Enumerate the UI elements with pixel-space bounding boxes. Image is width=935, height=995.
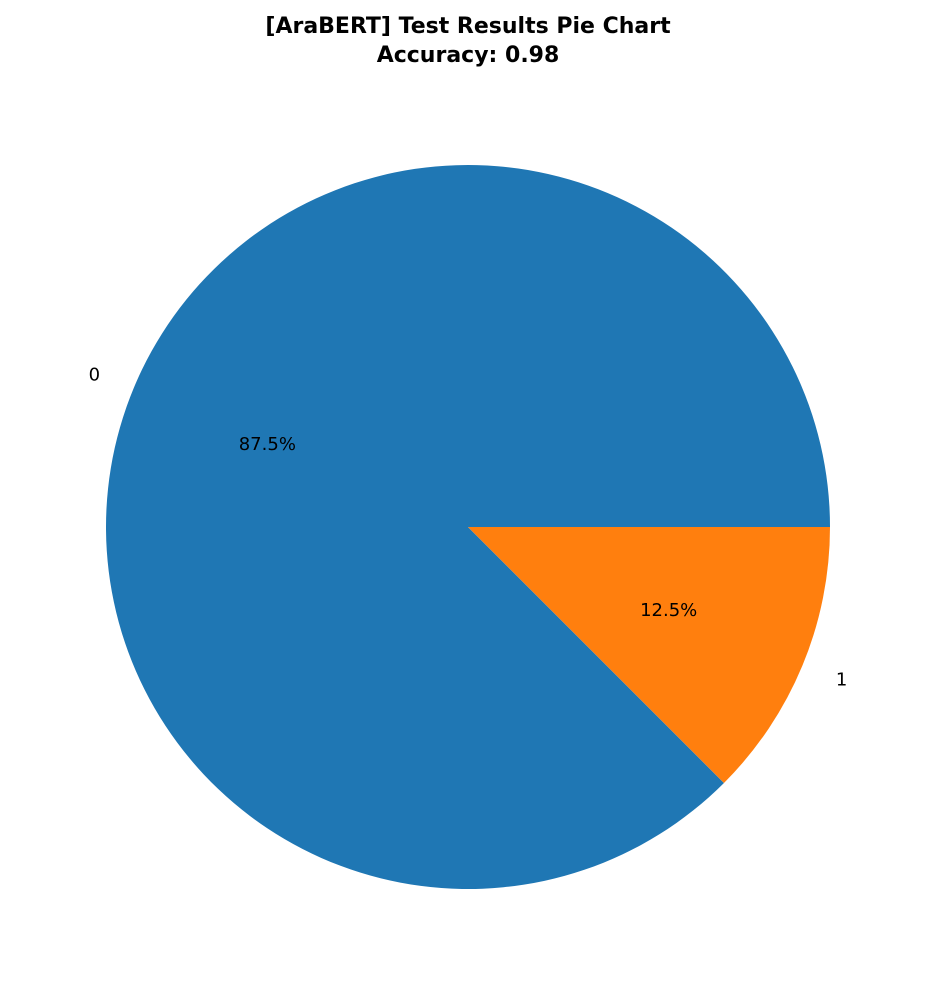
pie-labels: 0 87.5% 1 12.5% — [89, 365, 848, 691]
slice-label-1: 1 — [836, 669, 847, 690]
pct-label-0: 87.5% — [239, 434, 296, 455]
chart-subtitle: Accuracy: 0.98 — [377, 43, 560, 68]
slice-label-0: 0 — [89, 365, 100, 386]
pct-label-1: 12.5% — [640, 600, 697, 621]
pie-slice-0 — [106, 165, 831, 890]
pie-slices — [106, 165, 831, 890]
chart-title: [AraBERT] Test Results Pie Chart — [265, 14, 671, 39]
pie-slice-1 — [468, 527, 830, 783]
